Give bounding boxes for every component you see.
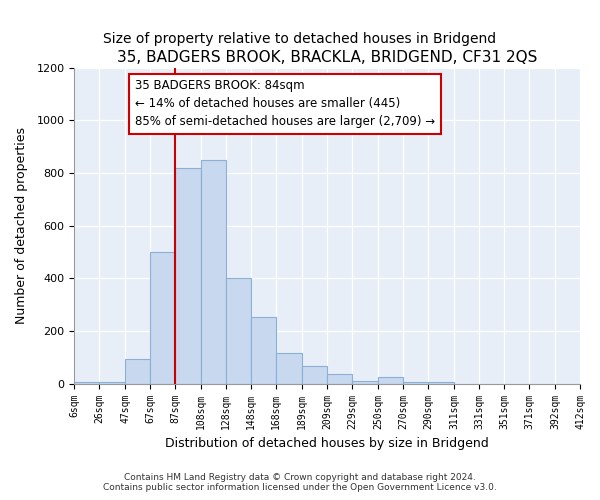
Bar <box>175 168 201 384</box>
X-axis label: Distribution of detached houses by size in Bridgend: Distribution of detached houses by size … <box>165 437 489 450</box>
Bar <box>150 252 175 384</box>
Bar <box>99 382 125 384</box>
Y-axis label: Number of detached properties: Number of detached properties <box>15 127 28 324</box>
Bar <box>226 278 251 384</box>
Bar <box>378 377 403 384</box>
Bar <box>201 160 226 384</box>
Bar <box>403 382 428 384</box>
Text: Size of property relative to detached houses in Bridgend: Size of property relative to detached ho… <box>103 32 497 46</box>
Text: 35 BADGERS BROOK: 84sqm
← 14% of detached houses are smaller (445)
85% of semi-d: 35 BADGERS BROOK: 84sqm ← 14% of detache… <box>135 80 436 128</box>
Bar <box>352 381 378 384</box>
Bar <box>74 382 99 384</box>
Bar <box>428 382 454 384</box>
Title: 35, BADGERS BROOK, BRACKLA, BRIDGEND, CF31 2QS: 35, BADGERS BROOK, BRACKLA, BRIDGEND, CF… <box>117 50 537 65</box>
Bar <box>302 366 327 384</box>
Bar <box>276 354 302 384</box>
Bar <box>327 374 352 384</box>
Bar <box>251 316 276 384</box>
Text: Contains HM Land Registry data © Crown copyright and database right 2024.
Contai: Contains HM Land Registry data © Crown c… <box>103 473 497 492</box>
Bar <box>125 358 150 384</box>
